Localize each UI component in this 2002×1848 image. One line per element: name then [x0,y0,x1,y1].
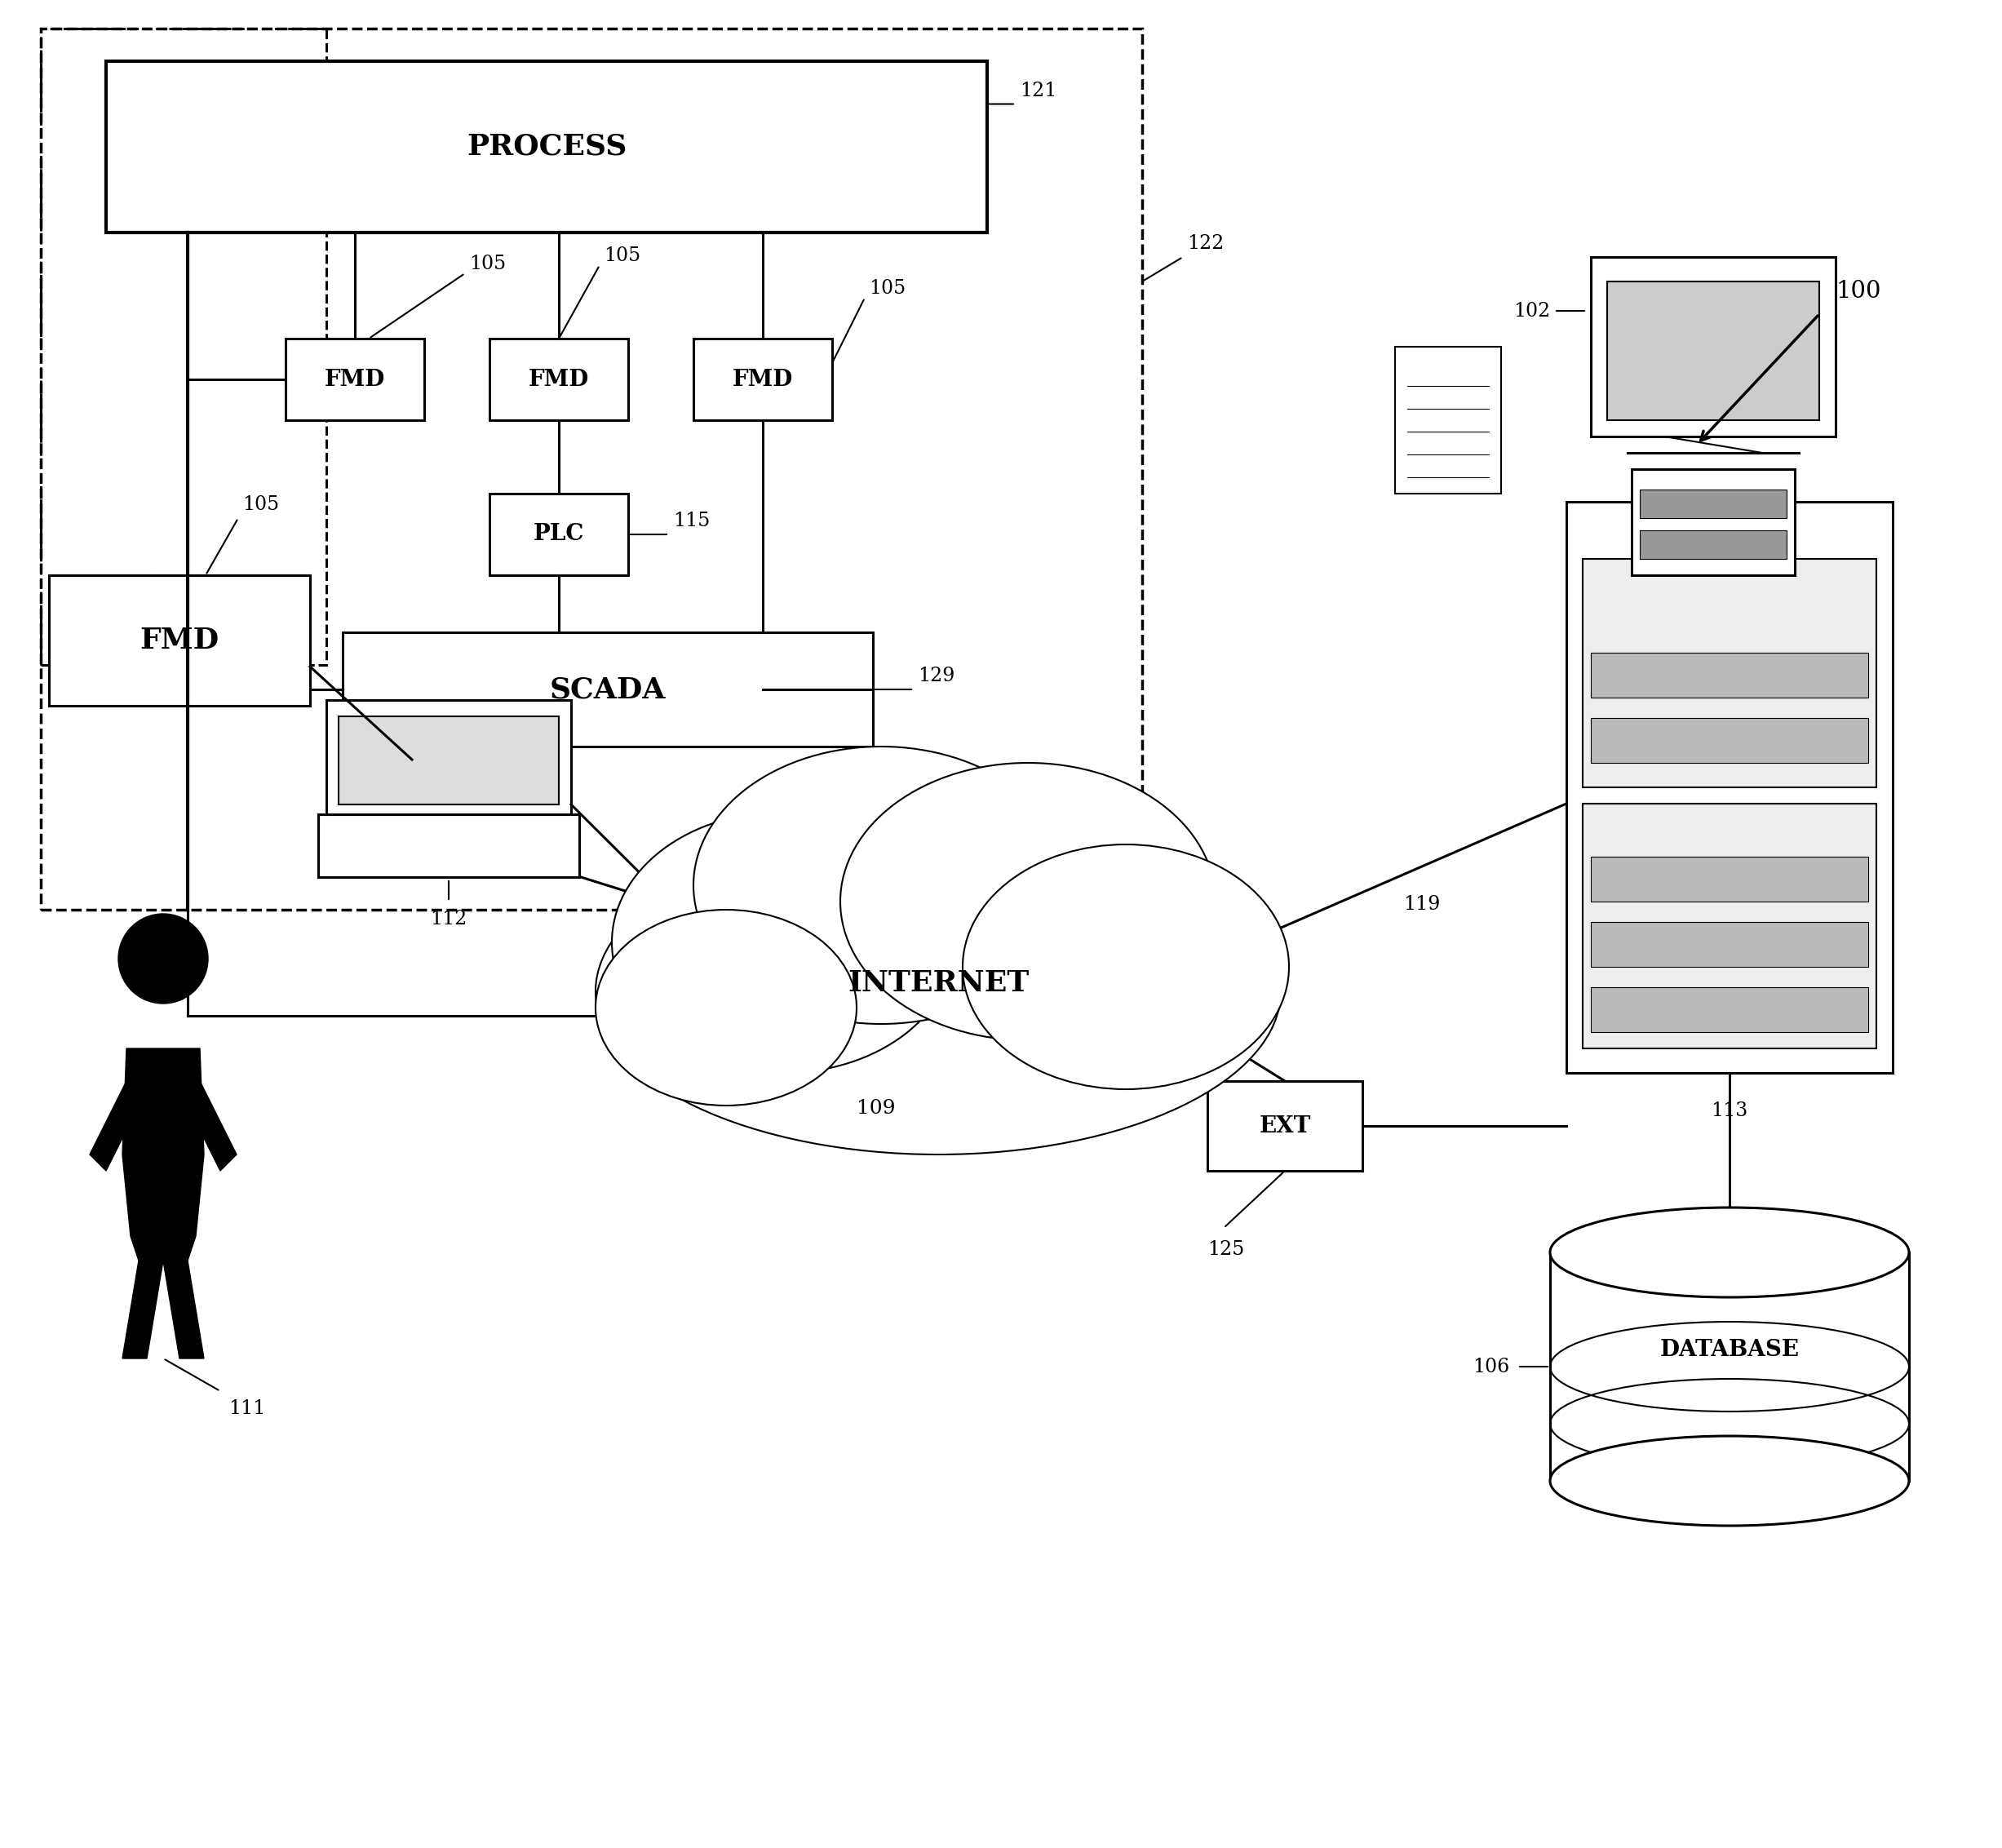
Text: 122: 122 [1187,235,1223,253]
Text: 115: 115 [673,512,711,530]
Text: 111: 111 [228,1399,266,1417]
Text: 129: 129 [917,667,955,686]
Bar [1584,558,1876,787]
Bar [1395,347,1502,493]
Ellipse shape [1550,1207,1910,1297]
Ellipse shape [1550,1436,1910,1526]
Bar [1592,922,1868,967]
Text: 125: 125 [1207,1240,1245,1258]
Text: 112: 112 [430,909,466,928]
Text: INTERNET: INTERNET [847,970,1029,998]
Bar [318,815,579,878]
Bar [1592,857,1868,902]
Bar [693,338,833,419]
Bar [286,338,424,419]
Bar [1592,652,1868,697]
Bar [488,338,629,419]
Bar [1592,257,1836,436]
Text: 121: 121 [1019,81,1057,100]
Text: 100: 100 [1836,279,1880,303]
Bar [1550,1253,1910,1480]
Bar [326,700,571,817]
Bar [342,632,873,747]
Bar [106,61,987,233]
Text: 119: 119 [1403,894,1439,913]
Text: 105: 105 [869,279,905,298]
Ellipse shape [963,845,1289,1088]
Bar [1608,281,1820,419]
Circle shape [118,913,208,1003]
Bar [48,575,310,706]
Bar [40,28,326,665]
Text: SCADA: SCADA [551,676,667,704]
Text: FMD: FMD [140,626,218,654]
Bar [338,717,559,804]
Polygon shape [180,1074,236,1172]
Text: 102: 102 [1514,301,1550,320]
Bar [1592,987,1868,1031]
Text: EXT: EXT [1259,1114,1311,1137]
Polygon shape [90,1074,146,1172]
Ellipse shape [613,811,955,1074]
Text: 106: 106 [1471,1356,1510,1377]
Ellipse shape [841,763,1215,1040]
Bar [1640,530,1786,558]
Bar [488,493,629,575]
Text: 105: 105 [468,255,507,274]
Text: 105: 105 [605,246,641,264]
Text: 109: 109 [857,1100,895,1118]
Bar [1566,503,1892,1074]
Text: PROCESS: PROCESS [466,133,627,161]
Polygon shape [122,1048,204,1260]
Ellipse shape [595,828,1281,1155]
Polygon shape [162,1260,204,1358]
Bar [1592,719,1868,763]
Bar [1632,469,1794,575]
Bar [1640,490,1786,517]
Ellipse shape [693,747,1069,1024]
Text: FMD: FMD [529,368,589,390]
Text: 105: 105 [242,495,278,514]
Bar [1207,1081,1363,1172]
Bar [1584,804,1876,1048]
Text: DATABASE: DATABASE [1660,1340,1800,1362]
Text: FMD: FMD [324,368,384,390]
Bar [40,28,1141,909]
Text: PLC: PLC [533,523,585,545]
Ellipse shape [595,909,857,1105]
Polygon shape [122,1260,162,1358]
Text: 113: 113 [1712,1101,1748,1120]
Text: FMD: FMD [733,368,793,390]
